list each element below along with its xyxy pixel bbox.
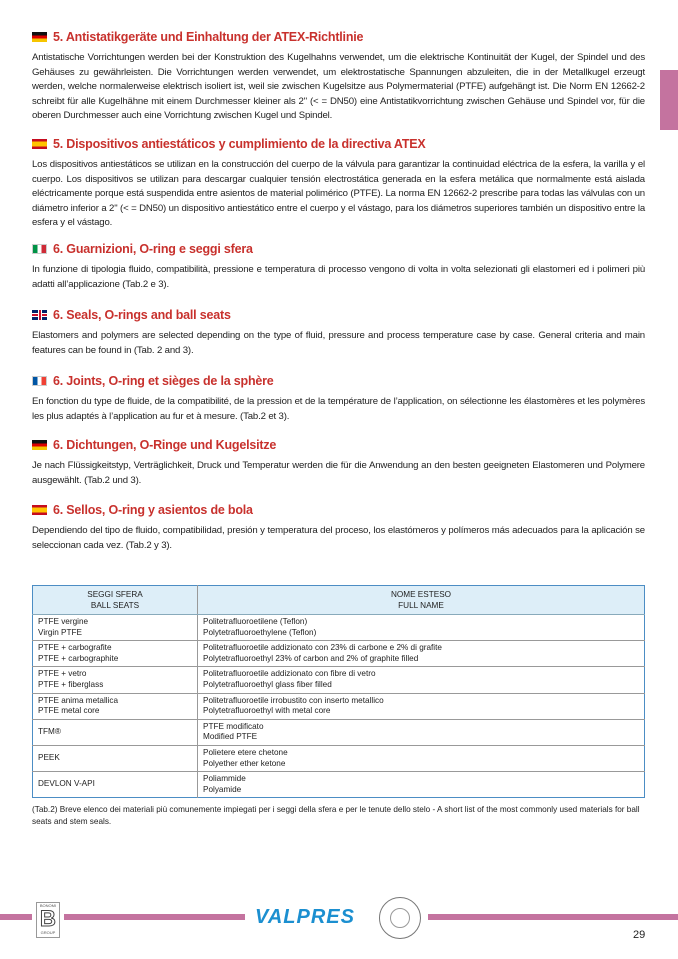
table-cell: Politetrafluoroetile addizionato con fib… bbox=[197, 666, 645, 694]
cell-line: Polyamide bbox=[203, 784, 242, 794]
section-text: Dependiendo del tipo de fluido, compatib… bbox=[32, 525, 645, 551]
section-text: En fonction du type de fluide, de la com… bbox=[32, 396, 645, 422]
section-text: Antistatische Vorrichtungen werden bei d… bbox=[32, 52, 645, 122]
cell-line: Poliammide bbox=[203, 774, 246, 784]
table-cell: PTFE modificato Modified PTFE bbox=[197, 718, 645, 746]
table-cell: PTFE vergine Virgin PTFE bbox=[32, 613, 198, 641]
header-line: SEGGI SFERA bbox=[87, 590, 143, 599]
table-caption: (Tab.2) Breve elenco dei materiali più c… bbox=[32, 805, 640, 826]
section-text: Los dispositivos antiestáticos se utiliz… bbox=[32, 159, 645, 229]
table-cell: PTFE anima metallica PTFE metal core bbox=[32, 692, 198, 720]
table-cell: Politetrafluoroetile addizionato con 23%… bbox=[197, 640, 645, 667]
flag-es-icon bbox=[32, 139, 47, 149]
column-header: SEGGI SFERA BALL SEATS bbox=[32, 585, 198, 615]
section: 5. Dispositivos antiestáticos y cumplimi… bbox=[32, 137, 645, 231]
section-heading: 6. Dichtungen, O-Ringe und Kugelsitze bbox=[32, 438, 645, 452]
iso-certification-seal bbox=[379, 897, 421, 939]
section-text: In funzione di tipologia fluido, compati… bbox=[32, 264, 645, 290]
section-heading: 6. Joints, O-ring et sièges de la sphère bbox=[32, 374, 645, 388]
section: 6. Joints, O-ring et sièges de la sphère… bbox=[32, 374, 645, 424]
table-row: PEEK Polietere etere chetone Polyether eth… bbox=[32, 744, 645, 772]
section: 6. Dichtungen, O-Ringe und Kugelsitze Je … bbox=[32, 438, 645, 488]
section-heading: 6. Sellos, O-ring y asientos de bola bbox=[32, 503, 645, 517]
section-title: 6. Sellos, O-ring y asientos de bola bbox=[53, 503, 253, 517]
page-number: 29 bbox=[633, 929, 646, 941]
footer-bar bbox=[64, 914, 245, 920]
materials-table: SEGGI SFERA BALL SEATS NOME ESTESO FULL NAM… bbox=[32, 585, 645, 799]
table-cell: PTFE + vetro PTFE + fiberglass bbox=[32, 666, 198, 694]
table-row: PTFE vergine Virgin PTFE Politetrafluoroet… bbox=[32, 613, 645, 641]
table-row: PTFE + vetro PTFE + fiberglass Politetrafl… bbox=[32, 666, 645, 694]
cell-line: PTFE + carbografite bbox=[38, 643, 112, 653]
table-cell: Politetrafluoroetilene (Teflon) Polytetra… bbox=[197, 613, 645, 641]
table-cell: DEVLON V-API bbox=[32, 771, 198, 798]
table-cell: Polietere etere chetone Polyether ether k… bbox=[197, 744, 645, 772]
section-heading: 6. Guarnizioni, O-ring e seggi sfera bbox=[32, 242, 645, 256]
page-edge-tab bbox=[660, 70, 678, 130]
table-cell: PEEK bbox=[32, 744, 198, 772]
cell-line: Virgin PTFE bbox=[38, 627, 82, 637]
cell-line: Polyether ether ketone bbox=[203, 758, 286, 768]
cell-line: TFM® bbox=[38, 727, 61, 737]
flag-fr-icon bbox=[32, 376, 47, 386]
bonomi-group-logo: BONOMI B GROUP bbox=[36, 902, 60, 938]
flag-es-icon bbox=[32, 505, 47, 515]
table-cell: PTFE + carbografite PTFE + carbographite bbox=[32, 640, 198, 667]
table-row: PTFE anima metallica PTFE metal core Polit… bbox=[32, 692, 645, 720]
column-header: NOME ESTESO FULL NAME bbox=[197, 585, 645, 615]
cell-line: PTFE modificato bbox=[203, 721, 264, 731]
header-line: FULL NAME bbox=[398, 601, 444, 610]
table-cell: Politetrafluoroetile irrobustito con ins… bbox=[197, 692, 645, 720]
cell-line: PEEK bbox=[38, 753, 60, 763]
section-title: 6. Seals, O-rings and ball seats bbox=[53, 308, 231, 322]
section: 6. Guarnizioni, O-ring e seggi sfera In f… bbox=[32, 242, 645, 292]
cell-line: PTFE metal core bbox=[38, 706, 100, 716]
footer-bar bbox=[0, 914, 32, 920]
section: 5. Antistatikgeräte und Einhaltung der A… bbox=[32, 30, 645, 124]
section-title: 5. Antistatikgeräte und Einhaltung der A… bbox=[53, 30, 364, 44]
cell-line: Polytetrafluoroethylene (Teflon) bbox=[203, 627, 317, 637]
section-heading: 5. Antistatikgeräte und Einhaltung der A… bbox=[32, 30, 645, 44]
section-title: 6. Dichtungen, O-Ringe und Kugelsitze bbox=[53, 438, 277, 452]
table-row: TFM® PTFE modificato Modified PTFE bbox=[32, 718, 645, 746]
table-row: PTFE + carbografite PTFE + carbographite P… bbox=[32, 640, 645, 667]
cell-line: Polietere etere chetone bbox=[203, 747, 288, 757]
flag-it-icon bbox=[32, 244, 47, 254]
section-heading: 6. Seals, O-rings and ball seats bbox=[32, 308, 645, 322]
section: 6. Sellos, O-ring y asientos de bola Depe… bbox=[32, 503, 645, 553]
cell-line: PTFE anima metallica bbox=[38, 695, 119, 705]
section-heading: 5. Dispositivos antiestáticos y cumplimi… bbox=[32, 137, 645, 151]
flag-uk-icon bbox=[32, 310, 47, 320]
table-cell: Poliammide Polyamide bbox=[197, 771, 645, 798]
cell-line: DEVLON V-API bbox=[38, 779, 95, 789]
header-line: NOME ESTESO bbox=[390, 590, 452, 599]
cell-line: Politetrafluoroetile addizionato con 23%… bbox=[203, 643, 442, 653]
section-text: Je nach Flüssigkeitstyp, Verträglichkeit… bbox=[32, 460, 645, 486]
section-title: 6. Joints, O-ring et sièges de la sphère bbox=[53, 374, 274, 388]
cell-line: PTFE vergine bbox=[38, 617, 89, 626]
cell-line: PTFE + vetro bbox=[38, 669, 87, 679]
section-title: 6. Guarnizioni, O-ring e seggi sfera bbox=[53, 242, 253, 256]
cell-line: Politetrafluoroetile addizionato con fib… bbox=[203, 669, 376, 679]
flag-de-icon bbox=[32, 32, 47, 42]
section-title: 5. Dispositivos antiestáticos y cumplimi… bbox=[53, 137, 426, 151]
cell-line: PTFE + carbographite bbox=[38, 653, 119, 663]
cell-line: Polytetrafluoroethyl with metal core bbox=[203, 706, 331, 716]
cell-line: Polytetrafluoroethyl 23% of carbon and 2… bbox=[203, 653, 419, 663]
cell-line: Politetrafluoroetilene (Teflon) bbox=[203, 617, 308, 626]
cell-line: Polytetrafluoroethyl glass fiber filled bbox=[203, 679, 332, 689]
table-row: DEVLON V-API Poliammide Polyamide bbox=[32, 771, 645, 798]
section-text: Elastomers and polymers are selected dep… bbox=[32, 330, 645, 356]
cell-line: Politetrafluoroetile irrobustito con ins… bbox=[203, 695, 384, 705]
cell-line: PTFE + fiberglass bbox=[38, 679, 104, 689]
flag-de-icon bbox=[32, 440, 47, 450]
section: 6. Seals, O-rings and ball seats Elastome… bbox=[32, 308, 645, 358]
footer-bar bbox=[428, 914, 678, 920]
table-cell: TFM® bbox=[32, 718, 198, 746]
cell-line: Modified PTFE bbox=[203, 732, 258, 742]
header-line: BALL SEATS bbox=[90, 601, 140, 610]
valpres-logo: VALPRES bbox=[255, 906, 355, 928]
